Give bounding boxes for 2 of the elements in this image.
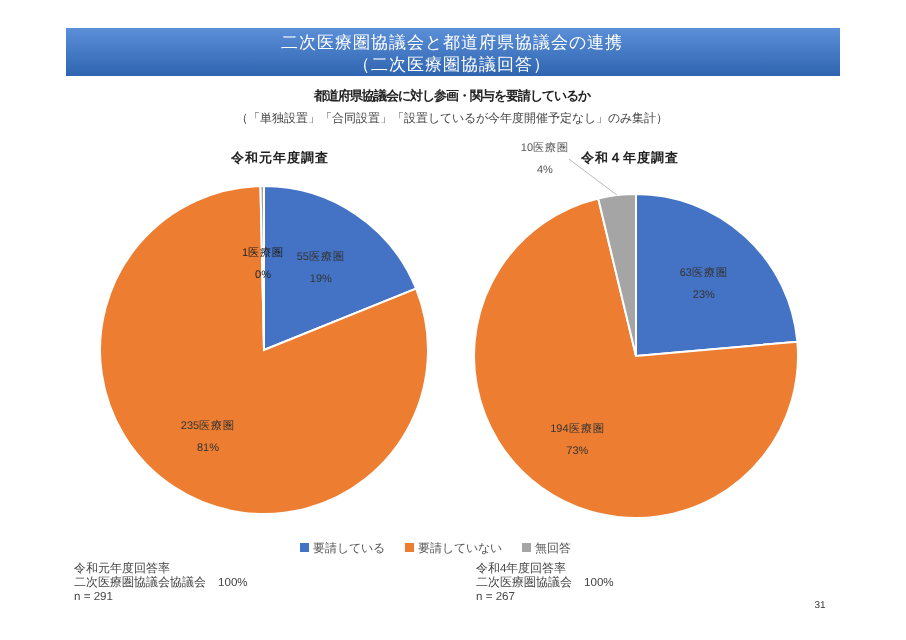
text: 二次医療圏協議会と都道府県協議会の連携: [281, 32, 623, 52]
text: （二次医療圏協議回答）: [353, 54, 551, 74]
